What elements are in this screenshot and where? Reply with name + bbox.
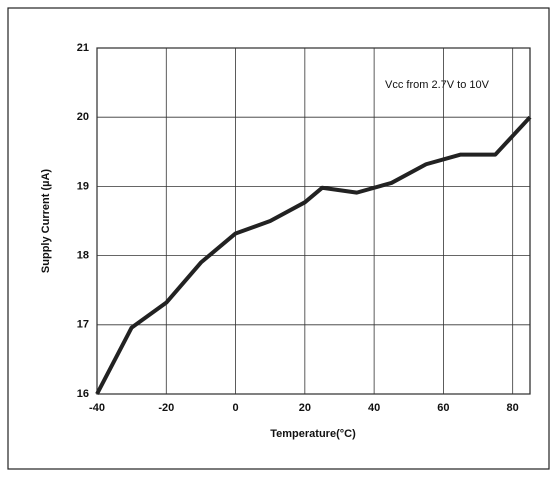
frame	[7, 7, 550, 470]
plot-area	[96, 47, 531, 395]
y-tick-label: 16	[77, 388, 89, 400]
annotation: Vcc from 2.7V to 10V	[385, 79, 490, 91]
x-tick-label: 0	[232, 402, 238, 414]
x-tick-label: 40	[368, 402, 380, 414]
y-tick-label: 18	[77, 250, 89, 262]
x-tick-label: 80	[507, 402, 519, 414]
x-tick-label: 20	[299, 402, 311, 414]
y-tick-label: 17	[77, 319, 89, 331]
y-tick-label: 19	[77, 180, 89, 192]
y-axis-label: Supply Current (µA)	[40, 169, 52, 273]
y-tick-label: 20	[77, 111, 89, 123]
x-tick-label: -40	[89, 402, 105, 414]
y-tick-label: 21	[77, 42, 89, 54]
x-tick-label: -20	[158, 402, 174, 414]
x-tick-label: 60	[437, 402, 449, 414]
x-axis-label: Temperature(°C)	[270, 428, 356, 440]
data-line	[95, 115, 532, 395]
